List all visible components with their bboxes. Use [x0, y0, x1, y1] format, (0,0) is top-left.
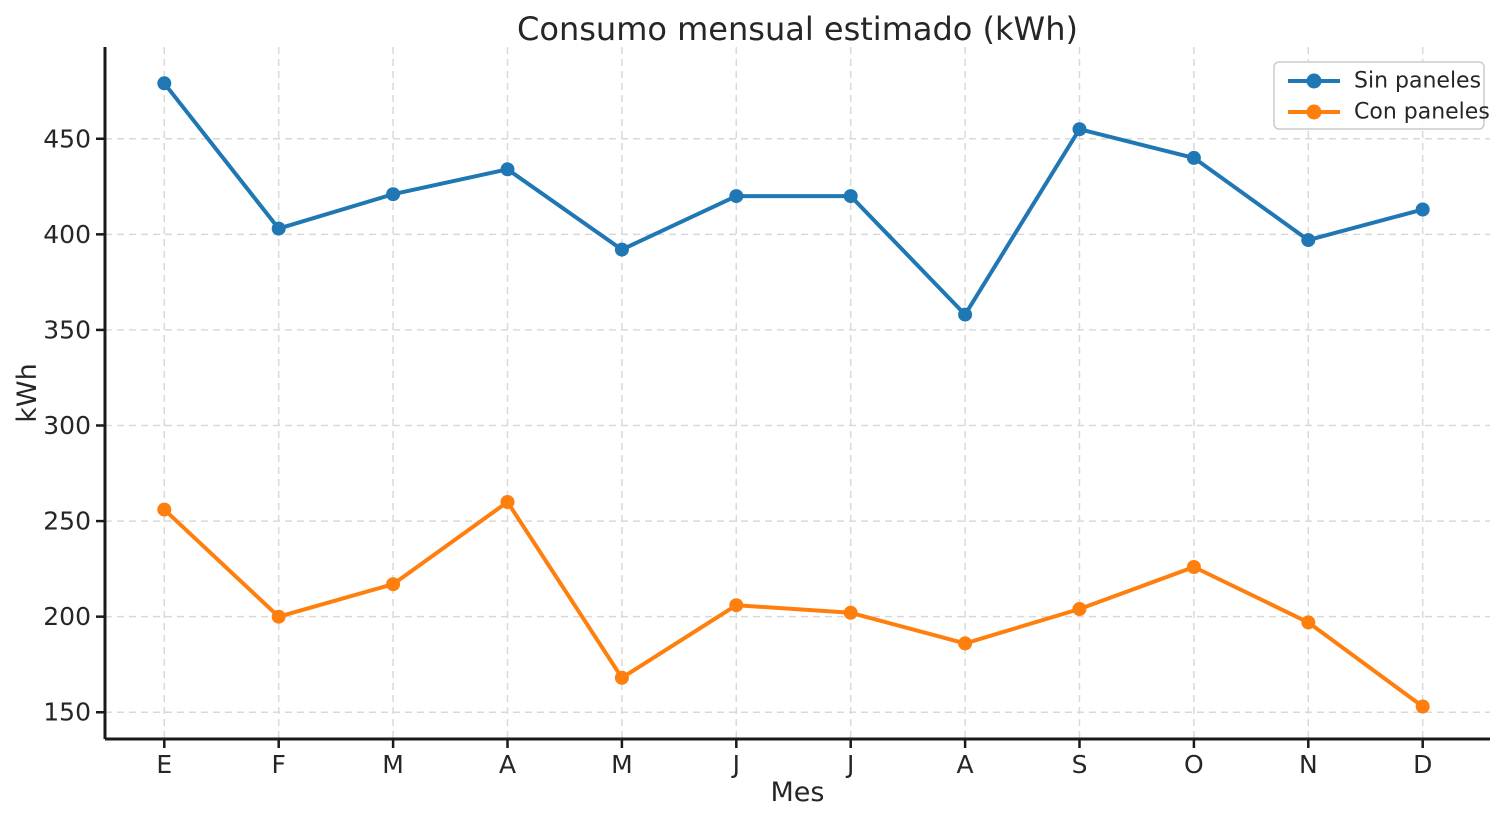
data-point-marker [843, 605, 858, 620]
data-point-marker [1415, 202, 1430, 217]
legend-sample-marker [1306, 104, 1322, 120]
data-point-marker [500, 162, 515, 177]
x-tick-label: E [156, 750, 172, 779]
data-point-marker [614, 242, 629, 257]
data-point-marker [271, 609, 286, 624]
data-point-marker [614, 670, 629, 685]
x-tick-label: A [499, 750, 516, 779]
legend-entry-label: Con paneles [1354, 100, 1490, 125]
legend-entry-label: Sin paneles [1354, 69, 1481, 94]
x-tick-label: M [382, 750, 404, 779]
data-point-marker [386, 187, 401, 202]
data-point-marker [157, 502, 172, 517]
data-point-marker [500, 495, 515, 509]
data-point-marker [958, 636, 973, 651]
data-point-marker [1186, 150, 1201, 165]
x-tick-label: S [1072, 750, 1088, 779]
x-tick-label: F [272, 750, 286, 779]
legend-sample-marker [1306, 73, 1322, 89]
series-line-con-paneles [162, 500, 1425, 709]
x-tick-label: D [1413, 750, 1432, 779]
x-tick-label: A [957, 750, 974, 779]
data-point-marker [1301, 615, 1316, 630]
data-point-marker [386, 577, 401, 592]
x-tick-label: N [1299, 750, 1318, 779]
x-tick-label: J [731, 750, 740, 779]
data-point-marker [1072, 122, 1087, 137]
data-point-marker [1301, 233, 1316, 248]
x-axis-label: Mes [771, 777, 825, 808]
y-tick-label: 350 [43, 315, 91, 344]
data-point-marker [271, 221, 286, 236]
y-tick-label: 250 [43, 507, 91, 536]
y-tick-label: 300 [43, 411, 91, 440]
x-tick-label: J [845, 750, 854, 779]
x-tick-label: M [611, 750, 633, 779]
data-point-marker [1072, 602, 1087, 616]
y-tick-label: 450 [43, 124, 91, 153]
data-point-marker [729, 598, 744, 613]
series-line-sin-paneles [162, 81, 1425, 317]
y-tick-label: 150 [43, 698, 91, 727]
y-tick-label: 400 [43, 220, 91, 249]
data-point-marker [843, 189, 858, 204]
y-axis-label: kWh [12, 363, 43, 422]
chart-title: Consumo mensual estimado (kWh) [517, 10, 1078, 48]
data-point-marker [1415, 699, 1430, 714]
data-point-marker [157, 76, 172, 91]
x-tick-label: O [1184, 750, 1204, 779]
data-point-marker [729, 189, 744, 204]
data-point-marker [958, 307, 973, 322]
data-point-marker [1186, 560, 1201, 574]
y-tick-label: 200 [43, 602, 91, 631]
